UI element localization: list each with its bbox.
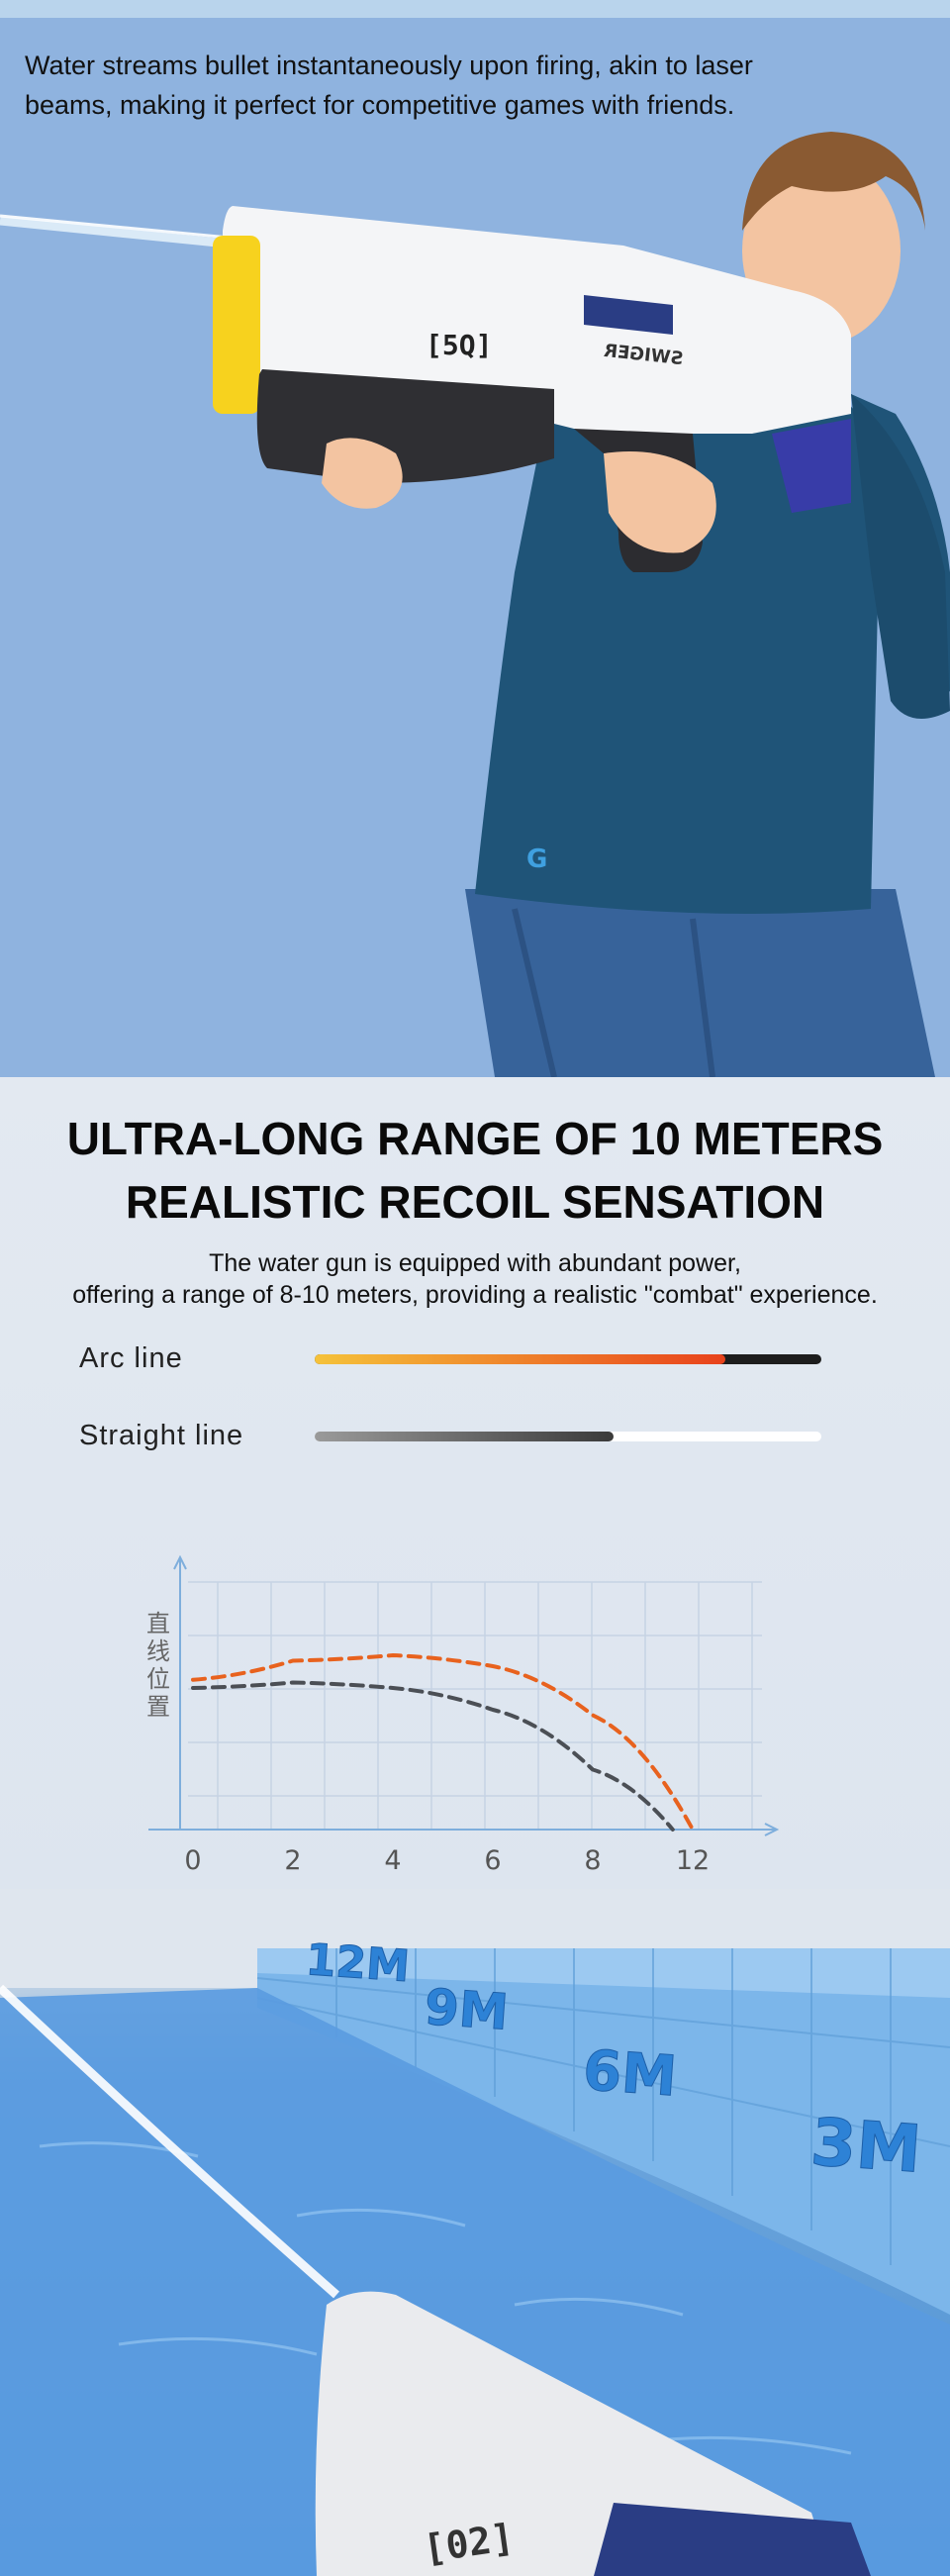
pool-water — [0, 1988, 950, 2576]
hero-caption: Water streams bullet instantaneously upo… — [25, 46, 915, 125]
gun-badge: [5Q] — [426, 329, 492, 361]
water-gun — [223, 206, 851, 434]
water-gun — [315, 2291, 831, 2576]
x-axis-arrow — [764, 1823, 780, 1836]
y-axis-arrow — [173, 1554, 187, 1570]
x-tick-label: 12 — [676, 1845, 710, 1876]
x-tick-label: 2 — [284, 1845, 301, 1876]
x-tick-label: 0 — [184, 1845, 201, 1876]
distance-marker-6m: 6M — [581, 2038, 679, 2109]
left-hand — [322, 438, 403, 509]
pool-scene: [02] 12M 9M 6M 3M — [0, 1889, 950, 2576]
pool-deck — [257, 1948, 950, 2315]
hero-caption-line: beams, making it perfect for competitive… — [25, 90, 735, 120]
boy-with-water-gun-illustration: [5Q] SWIGER G — [0, 132, 950, 1077]
range-headline: ULTRA-LONG RANGE OF 10 METERS REALISTIC … — [0, 1107, 950, 1234]
range-section: ULTRA-LONG RANGE OF 10 METERS REALISTIC … — [0, 1077, 950, 1889]
shirt-logo: G — [526, 844, 547, 874]
hero-banner: [5Q] SWIGER G Water streams bullet insta… — [0, 18, 950, 1077]
y-axis-label: 位 — [146, 1665, 170, 1693]
legend-bar-fill — [315, 1432, 615, 1441]
range-headline-line: ULTRA-LONG RANGE OF 10 METERS — [66, 1113, 884, 1164]
range-description-line: offering a range of 8-10 meters, providi… — [72, 1281, 878, 1309]
trajectory-arc-line — [191, 1652, 695, 1832]
pool-range-illustration: [02] 12M 9M 6M 3M — [0, 1889, 950, 2576]
range-description-line: The water gun is equipped with abundant … — [209, 1249, 741, 1277]
distance-marker-3m: 3M — [808, 2104, 924, 2188]
gun-display — [584, 295, 673, 335]
legend-label: Straight line — [79, 1420, 244, 1451]
x-tick-label: 8 — [584, 1845, 601, 1876]
y-axis-label: 置 — [146, 1693, 170, 1721]
y-axis-label: 直 — [146, 1610, 170, 1637]
legend-straight-line: Straight line — [79, 1416, 831, 1455]
y-axis-label: 线 — [146, 1637, 170, 1665]
right-hand — [604, 451, 716, 553]
x-tick-label: 6 — [484, 1845, 501, 1876]
legend-bar-track — [315, 1354, 821, 1364]
range-description: The water gun is equipped with abundant … — [0, 1247, 950, 1311]
trajectory-straight-line — [191, 1680, 675, 1832]
distance-marker-12m: 12M — [304, 1934, 411, 1992]
top-strip — [0, 0, 950, 18]
gun-yellow-cap — [213, 236, 260, 414]
legend-bar-fill — [315, 1354, 725, 1364]
legend-arc-line: Arc line — [79, 1338, 831, 1378]
water-stream — [0, 1984, 339, 2299]
boy-hair — [742, 132, 925, 231]
hero-caption-line: Water streams bullet instantaneously upo… — [25, 50, 753, 80]
distance-marker-9m: 9M — [423, 1978, 510, 2041]
water-stream — [0, 216, 229, 248]
legend-bar-track — [315, 1432, 821, 1441]
x-tick-label: 4 — [384, 1845, 401, 1876]
legend-label: Arc line — [79, 1342, 183, 1374]
range-headline-line: REALISTIC RECOIL SENSATION — [125, 1176, 825, 1228]
gun-grip-front — [256, 369, 554, 483]
